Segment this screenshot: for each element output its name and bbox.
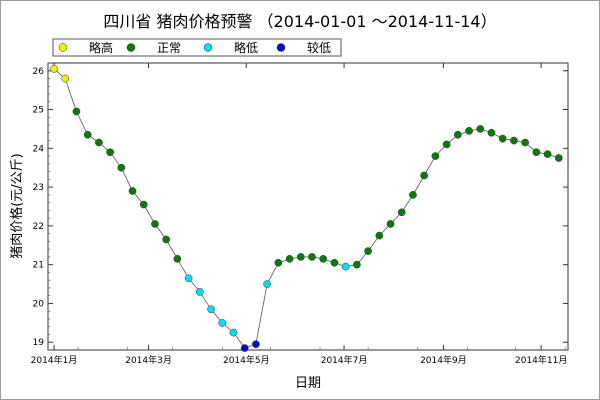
data-point-normal bbox=[386, 220, 395, 228]
data-point-normal bbox=[173, 255, 182, 263]
y-tick-label: 26 bbox=[33, 67, 45, 77]
legend-box bbox=[52, 38, 342, 57]
data-point-normal bbox=[274, 258, 283, 267]
data-point-normal bbox=[285, 255, 294, 263]
data-point-normal bbox=[106, 148, 114, 157]
x-tick-label: 2014年7月 bbox=[321, 354, 368, 366]
data-point-normal bbox=[375, 231, 384, 240]
y-tick-label: 22 bbox=[33, 222, 44, 232]
legend-marker-high bbox=[58, 43, 68, 52]
data-point-low bbox=[341, 262, 350, 271]
legend-marker-normal bbox=[126, 43, 136, 52]
data-point-low bbox=[218, 319, 227, 327]
data-point-normal bbox=[487, 128, 496, 137]
data-point-normal bbox=[128, 187, 137, 195]
y-axis-label: 猪肉价格(元/公斤) bbox=[9, 153, 25, 259]
data-point-normal bbox=[476, 125, 485, 133]
data-point-lower bbox=[252, 340, 260, 349]
y-tick-label: 25 bbox=[33, 106, 44, 116]
data-points bbox=[50, 64, 563, 352]
data-point-normal bbox=[420, 171, 429, 180]
y-tick-label: 24 bbox=[33, 144, 45, 154]
data-point-low bbox=[184, 274, 193, 283]
data-point-normal bbox=[521, 138, 529, 147]
data-point-low bbox=[229, 328, 238, 337]
legend-marker-low bbox=[203, 43, 213, 52]
data-point-normal bbox=[397, 208, 406, 217]
price-line bbox=[53, 68, 559, 349]
legend-marker-lower bbox=[276, 43, 286, 52]
data-point-high bbox=[61, 74, 70, 83]
chart-title: 四川省 猪肉价格预警 （2014-01-01 ～2014-11-14） bbox=[103, 12, 496, 31]
data-point-normal bbox=[139, 200, 148, 209]
data-point-normal bbox=[117, 163, 126, 172]
x-axis-label: 日期 bbox=[295, 376, 321, 391]
y-tick-label: 23 bbox=[33, 183, 44, 193]
x-tick-label: 2014年3月 bbox=[125, 354, 172, 366]
data-point-normal bbox=[319, 255, 328, 263]
data-point-normal bbox=[364, 247, 372, 255]
y-axis: 19 20 21 22 23 24 25 26 bbox=[33, 62, 568, 351]
data-point-normal bbox=[296, 253, 305, 261]
legend-label-high: 略高 bbox=[89, 40, 113, 55]
legend-label-lower: 较低 bbox=[307, 40, 331, 55]
data-point-lower bbox=[240, 344, 249, 352]
data-point-normal bbox=[330, 258, 339, 267]
data-point-low bbox=[263, 280, 271, 288]
data-point-normal bbox=[554, 154, 563, 162]
x-axis: 2014年1月 2014年3月 2014年5月 2014年7月 2014年9月 2014年… bbox=[31, 63, 567, 366]
legend-label-normal: 正常 bbox=[157, 41, 181, 55]
y-tick-label: 21 bbox=[33, 261, 44, 271]
legend-label-low: 略低 bbox=[234, 40, 258, 55]
plot-area bbox=[47, 62, 569, 351]
data-point-low bbox=[207, 305, 215, 314]
data-point-normal bbox=[409, 191, 417, 199]
data-point-normal bbox=[95, 138, 103, 147]
data-point-low bbox=[195, 287, 204, 296]
data-point-normal bbox=[543, 150, 552, 158]
data-point-normal bbox=[465, 127, 473, 135]
data-point-normal bbox=[83, 130, 92, 139]
data-point-normal bbox=[498, 134, 507, 143]
x-tick-label: 2014年9月 bbox=[420, 354, 467, 366]
y-tick-label: 20 bbox=[33, 299, 45, 309]
data-point-normal bbox=[72, 107, 81, 116]
data-point-normal bbox=[431, 152, 440, 160]
data-point-normal bbox=[442, 140, 451, 149]
data-point-high bbox=[50, 64, 58, 73]
data-point-normal bbox=[532, 148, 541, 157]
x-tick-label: 2014年5月 bbox=[223, 354, 270, 366]
legend: 略高 正常 略低 较低 bbox=[52, 38, 342, 57]
data-point-normal bbox=[510, 136, 518, 145]
x-tick-label: 2014年1月 bbox=[31, 354, 78, 366]
y-tick-label: 19 bbox=[33, 338, 45, 348]
x-tick-label: 2014年11月 bbox=[515, 354, 567, 366]
data-point-normal bbox=[162, 235, 171, 244]
series-line bbox=[53, 68, 559, 349]
data-point-normal bbox=[453, 130, 462, 139]
data-point-normal bbox=[353, 260, 361, 269]
data-point-normal bbox=[308, 253, 316, 261]
data-point-normal bbox=[151, 220, 159, 228]
